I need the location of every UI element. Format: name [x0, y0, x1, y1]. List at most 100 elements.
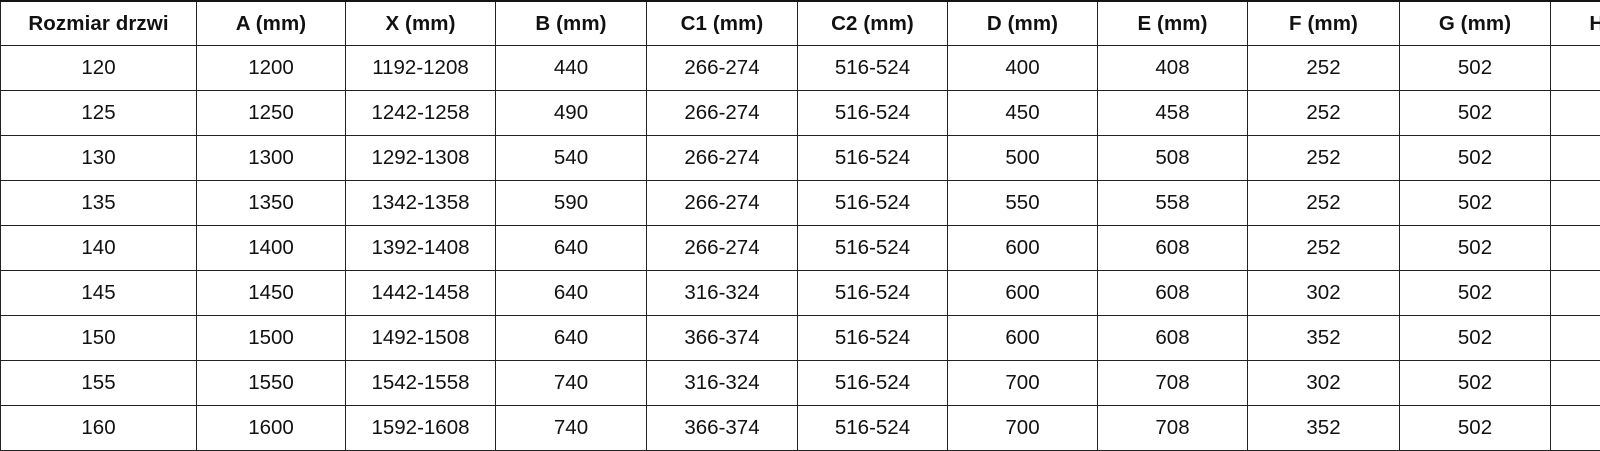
- cell-rozmiar-drzwi: 135: [1, 181, 197, 226]
- column-header-c1: C1 (mm): [647, 1, 798, 46]
- column-header-b: B (mm): [496, 1, 647, 46]
- cell-b: 740: [496, 361, 647, 406]
- cell-c1: 266-274: [647, 136, 798, 181]
- cell-h: 2000: [1551, 316, 1600, 361]
- table-body: 120 1200 1192-1208 440 266-274 516-524 4…: [1, 46, 1600, 451]
- column-header-rozmiar-drzwi: Rozmiar drzwi: [1, 1, 197, 46]
- cell-c2: 516-524: [798, 46, 948, 91]
- cell-f: 252: [1248, 136, 1400, 181]
- cell-b: 640: [496, 316, 647, 361]
- cell-g: 502: [1400, 361, 1551, 406]
- cell-e: 508: [1098, 136, 1248, 181]
- cell-c2: 516-524: [798, 226, 948, 271]
- cell-e: 608: [1098, 226, 1248, 271]
- cell-c2: 516-524: [798, 91, 948, 136]
- cell-d: 450: [948, 91, 1098, 136]
- cell-f: 252: [1248, 226, 1400, 271]
- cell-c2: 516-524: [798, 136, 948, 181]
- cell-d: 550: [948, 181, 1098, 226]
- cell-c1: 316-324: [647, 361, 798, 406]
- cell-h: 2000: [1551, 226, 1600, 271]
- cell-a: 1450: [197, 271, 346, 316]
- cell-b: 440: [496, 46, 647, 91]
- cell-g: 502: [1400, 226, 1551, 271]
- table-header: Rozmiar drzwi A (mm) X (mm) B (mm) C1 (m…: [1, 1, 1600, 46]
- cell-d: 600: [948, 316, 1098, 361]
- cell-e: 558: [1098, 181, 1248, 226]
- cell-a: 1200: [197, 46, 346, 91]
- cell-rozmiar-drzwi: 140: [1, 226, 197, 271]
- cell-h: 2000: [1551, 91, 1600, 136]
- cell-x: 1392-1408: [346, 226, 496, 271]
- cell-c1: 266-274: [647, 46, 798, 91]
- cell-c2: 516-524: [798, 316, 948, 361]
- cell-e: 458: [1098, 91, 1248, 136]
- header-row: Rozmiar drzwi A (mm) X (mm) B (mm) C1 (m…: [1, 1, 1600, 46]
- cell-h: 2000: [1551, 181, 1600, 226]
- cell-g: 502: [1400, 271, 1551, 316]
- table-row: 150 1500 1492-1508 640 366-374 516-524 6…: [1, 316, 1600, 361]
- table-row: 125 1250 1242-1258 490 266-274 516-524 4…: [1, 91, 1600, 136]
- cell-f: 302: [1248, 271, 1400, 316]
- table-row: 155 1550 1542-1558 740 316-324 516-524 7…: [1, 361, 1600, 406]
- table-row: 145 1450 1442-1458 640 316-324 516-524 6…: [1, 271, 1600, 316]
- table-row: 130 1300 1292-1308 540 266-274 516-524 5…: [1, 136, 1600, 181]
- table-row: 120 1200 1192-1208 440 266-274 516-524 4…: [1, 46, 1600, 91]
- cell-g: 502: [1400, 136, 1551, 181]
- cell-x: 1442-1458: [346, 271, 496, 316]
- cell-x: 1242-1258: [346, 91, 496, 136]
- column-header-c2: C2 (mm): [798, 1, 948, 46]
- cell-rozmiar-drzwi: 145: [1, 271, 197, 316]
- cell-g: 502: [1400, 316, 1551, 361]
- cell-c2: 516-524: [798, 181, 948, 226]
- cell-x: 1192-1208: [346, 46, 496, 91]
- table-row: 140 1400 1392-1408 640 266-274 516-524 6…: [1, 226, 1600, 271]
- cell-f: 302: [1248, 361, 1400, 406]
- cell-b: 490: [496, 91, 647, 136]
- cell-a: 1350: [197, 181, 346, 226]
- cell-a: 1500: [197, 316, 346, 361]
- cell-e: 608: [1098, 316, 1248, 361]
- cell-b: 590: [496, 181, 647, 226]
- cell-a: 1250: [197, 91, 346, 136]
- column-header-x: X (mm): [346, 1, 496, 46]
- column-header-g: G (mm): [1400, 1, 1551, 46]
- cell-rozmiar-drzwi: 150: [1, 316, 197, 361]
- cell-c1: 266-274: [647, 226, 798, 271]
- cell-rozmiar-drzwi: 120: [1, 46, 197, 91]
- cell-g: 502: [1400, 46, 1551, 91]
- column-header-d: D (mm): [948, 1, 1098, 46]
- cell-a: 1550: [197, 361, 346, 406]
- cell-h: 2000: [1551, 46, 1600, 91]
- cell-x: 1342-1358: [346, 181, 496, 226]
- cell-x: 1542-1558: [346, 361, 496, 406]
- cell-d: 400: [948, 46, 1098, 91]
- cell-c2: 516-524: [798, 361, 948, 406]
- cell-b: 640: [496, 226, 647, 271]
- cell-a: 1300: [197, 136, 346, 181]
- column-header-a: A (mm): [197, 1, 346, 46]
- cell-b: 540: [496, 136, 647, 181]
- cell-rozmiar-drzwi: 155: [1, 361, 197, 406]
- cell-c1: 266-274: [647, 91, 798, 136]
- cell-e: 708: [1098, 361, 1248, 406]
- column-header-f: F (mm): [1248, 1, 1400, 46]
- cell-f: 352: [1248, 316, 1400, 361]
- cell-d: 700: [948, 361, 1098, 406]
- cell-h: 2000: [1551, 136, 1600, 181]
- table-row: 135 1350 1342-1358 590 266-274 516-524 5…: [1, 181, 1600, 226]
- cell-c1: 366-374: [647, 316, 798, 361]
- cell-f: 252: [1248, 91, 1400, 136]
- cell-d: 600: [948, 271, 1098, 316]
- cell-g: 502: [1400, 181, 1551, 226]
- cell-d: 600: [948, 226, 1098, 271]
- cell-d: 500: [948, 136, 1098, 181]
- cell-rozmiar-drzwi: 130: [1, 136, 197, 181]
- cell-c1: 316-324: [647, 271, 798, 316]
- cell-e: 408: [1098, 46, 1248, 91]
- cell-c2: 516-524: [798, 271, 948, 316]
- cell-h: 2000: [1551, 271, 1600, 316]
- cell-e: 608: [1098, 271, 1248, 316]
